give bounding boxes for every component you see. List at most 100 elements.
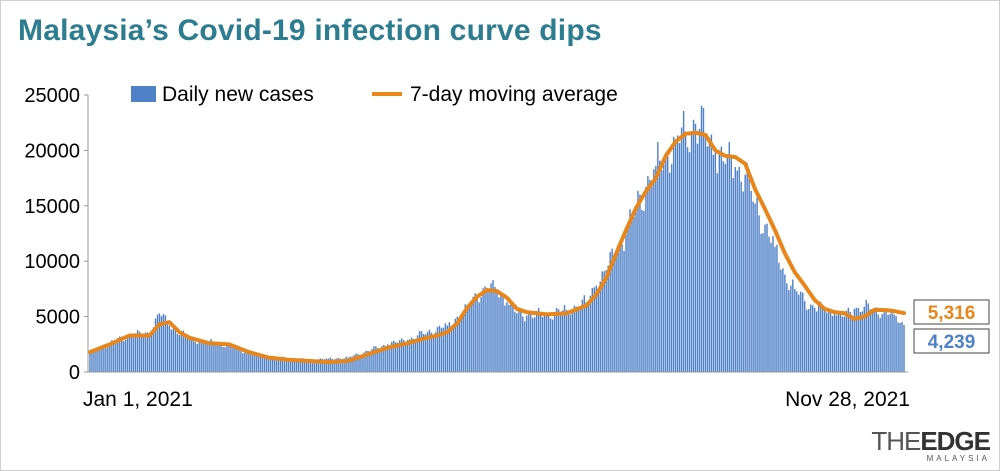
legend-bar-swatch (131, 86, 156, 102)
daily-case-bar (752, 201, 754, 372)
daily-case-bar (879, 318, 881, 372)
daily-case-bar (301, 358, 304, 372)
daily-case-bar (746, 163, 748, 372)
daily-case-bar (109, 343, 111, 372)
daily-case-bar (365, 350, 367, 372)
daily-case-bar (385, 346, 387, 372)
daily-case-bar (837, 310, 840, 372)
daily-case-bar (619, 242, 621, 372)
daily-case-bar (496, 291, 498, 372)
daily-case-bar (631, 213, 633, 372)
daily-case-bar (551, 319, 554, 372)
daily-case-bar (744, 174, 746, 372)
daily-case-bar (748, 169, 750, 372)
daily-case-bar (206, 342, 208, 372)
daily-case-bar (492, 280, 494, 372)
daily-case-bar (371, 349, 373, 372)
daily-case-bar (339, 358, 341, 372)
daily-case-bar (355, 353, 357, 372)
y-tick-label: 20000 (24, 140, 80, 162)
daily-case-bar (647, 176, 649, 372)
daily-case-bar (103, 347, 105, 372)
daily-case-bar (494, 287, 496, 372)
daily-case-bar (367, 350, 369, 372)
daily-case-bar (216, 344, 218, 372)
daily-case-bar (734, 167, 736, 372)
daily-case-bar (252, 354, 254, 372)
daily-case-bar (325, 358, 327, 372)
daily-case-bar (599, 281, 601, 372)
daily-case-bar (484, 286, 486, 372)
daily-case-bar (875, 307, 877, 372)
daily-case-bar (625, 234, 627, 372)
daily-case-bar (400, 338, 403, 372)
daily-case-bar (315, 360, 318, 372)
daily-case-bar (242, 353, 244, 372)
daily-case-bar (575, 306, 578, 372)
daily-case-bar (682, 110, 685, 372)
daily-case-bar (91, 349, 93, 372)
daily-case-bar (671, 164, 673, 372)
daily-case-bar (347, 357, 349, 372)
daily-case-bar (635, 208, 637, 372)
daily-case-bar (698, 128, 701, 372)
daily-case-bar (736, 170, 738, 372)
daily-case-bar (154, 318, 157, 372)
daily-case-bar (389, 345, 391, 372)
daily-case-bar (694, 123, 697, 372)
daily-case-bar (706, 146, 709, 372)
daily-case-bar (591, 287, 594, 372)
daily-case-bar (172, 327, 175, 372)
logo-the: THE (871, 426, 921, 456)
daily-case-bar (343, 358, 345, 372)
daily-case-bar (712, 154, 715, 372)
daily-case-bar (208, 342, 210, 372)
daily-case-bar (150, 334, 153, 372)
daily-case-bar (444, 323, 447, 372)
daily-case-bar (637, 190, 639, 372)
daily-case-bar (140, 335, 143, 372)
daily-case-bar (754, 203, 756, 372)
daily-case-bar (813, 307, 816, 372)
daily-case-bar (532, 318, 534, 372)
daily-case-bar (760, 233, 762, 372)
daily-case-bar (859, 312, 862, 372)
daily-case-bar (740, 181, 742, 372)
daily-case-bar (121, 338, 123, 372)
daily-cases-bars (89, 105, 905, 373)
daily-case-bar (861, 311, 864, 372)
daily-case-bar (559, 312, 562, 372)
daily-case-bar (319, 358, 322, 372)
daily-case-bar (228, 345, 230, 372)
daily-case-bar (156, 314, 159, 372)
daily-case-bar (232, 347, 234, 372)
daily-case-bar (281, 356, 284, 372)
daily-case-bar (661, 170, 663, 372)
daily-case-bar (198, 341, 200, 372)
daily-case-bar (462, 311, 464, 372)
daily-case-bar (99, 347, 101, 372)
daily-case-bar (93, 349, 95, 372)
daily-case-bar (222, 346, 224, 372)
daily-case-bar (210, 339, 212, 372)
daily-case-bar (794, 288, 796, 372)
daily-case-bar (379, 348, 381, 372)
daily-case-bar (524, 321, 526, 372)
daily-case-bar (849, 311, 852, 372)
daily-case-bar (780, 269, 782, 372)
daily-case-bar (674, 142, 677, 372)
daily-case-bar (853, 308, 856, 372)
daily-case-bar (553, 313, 556, 372)
daily-case-bar (289, 359, 292, 372)
daily-case-bar (817, 305, 820, 372)
daily-case-bar (627, 222, 629, 372)
daily-case-bar (641, 209, 643, 372)
daily-case-bar (464, 304, 466, 372)
daily-case-bar (119, 336, 121, 372)
daily-case-bar (537, 308, 540, 372)
daily-case-bar (567, 310, 570, 372)
daily-case-bar (762, 233, 764, 372)
daily-case-bar (184, 333, 187, 372)
daily-case-bar (220, 344, 222, 372)
daily-case-bar (526, 315, 528, 372)
